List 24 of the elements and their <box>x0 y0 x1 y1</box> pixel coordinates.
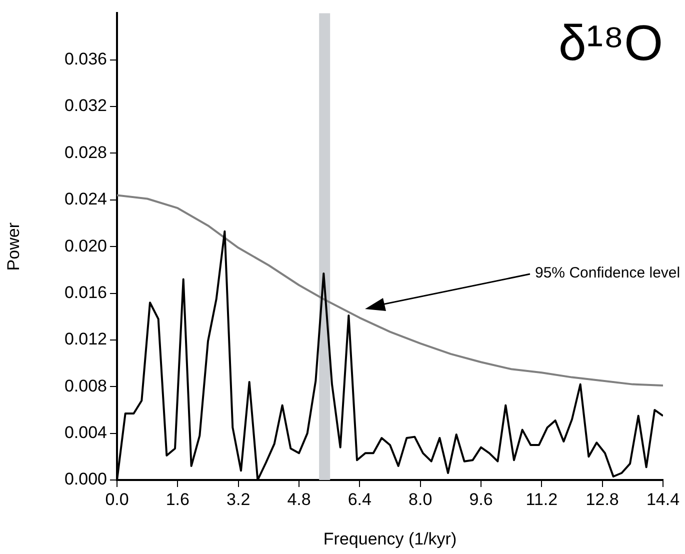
y-axis-title: Power <box>4 222 23 271</box>
y-tick-label: 0.004 <box>64 423 107 442</box>
x-axis-title: Frequency (1/kyr) <box>323 529 457 548</box>
annotation: 95% Confidence level <box>535 264 680 282</box>
y-tick-label: 0.008 <box>64 376 107 396</box>
x-tick-label: 1.6 <box>166 490 190 509</box>
y-tick-label: 0.012 <box>64 330 107 349</box>
x-tick-label: 8.0 <box>408 490 432 509</box>
chart-title: δ¹⁸O <box>558 15 663 71</box>
y-tick-label: 0.028 <box>64 142 107 162</box>
x-tick-label: 4.8 <box>287 490 311 509</box>
x-tick-label: 11.2 <box>526 490 558 509</box>
x-tick-label: 6.4 <box>348 490 372 509</box>
x-tick-label: 12.8 <box>586 490 619 509</box>
x-tick-label: 14.4 <box>646 490 680 509</box>
y-tick-label: 0.032 <box>64 96 107 116</box>
x-tick-label: 9.6 <box>469 490 493 509</box>
x-tick-label: 3.2 <box>226 490 250 509</box>
x-tick-label: 0.0 <box>105 490 129 509</box>
y-tick-label: 0.024 <box>64 190 107 209</box>
y-tick-label: 0.000 <box>64 470 107 489</box>
y-tick-label: 0.020 <box>64 236 107 256</box>
y-tick-label: 0.036 <box>64 50 107 69</box>
y-tick-label: 0.016 <box>64 282 107 302</box>
